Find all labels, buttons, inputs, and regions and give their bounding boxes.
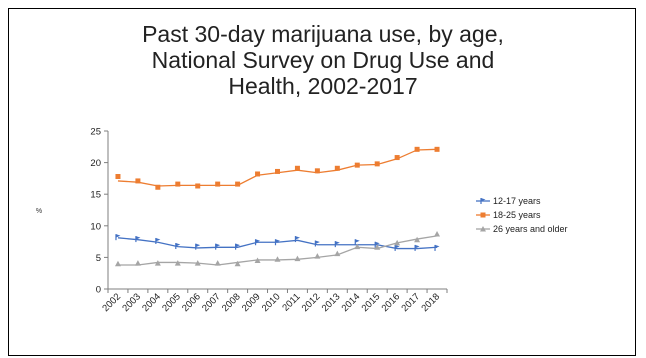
data-point-0	[295, 236, 300, 240]
data-point-1	[354, 162, 360, 168]
chart-title: Past 30-day marijuana use, by age, Natio…	[9, 21, 637, 99]
data-point-1	[135, 178, 141, 184]
data-point-2	[254, 257, 261, 264]
x-tick-label: 2017	[399, 291, 422, 314]
y-tick-label: 0	[96, 285, 101, 296]
data-point-2	[434, 231, 441, 237]
data-point-0	[155, 237, 161, 242]
data-point-2	[134, 260, 141, 266]
data-point-0	[255, 239, 261, 243]
x-tick-label: 2003	[120, 291, 143, 314]
legend-marker-0	[481, 198, 486, 202]
data-point-2	[294, 255, 301, 262]
data-point-0	[175, 243, 181, 247]
data-point-0	[235, 243, 241, 248]
data-point-2	[334, 250, 341, 257]
data-point-0	[315, 240, 320, 244]
x-tick-label: 2011	[280, 291, 302, 313]
data-point-0	[415, 244, 420, 249]
data-point-0	[435, 244, 440, 249]
data-point-1	[314, 168, 320, 174]
legend-label-2: 26 years and older	[493, 224, 568, 234]
data-point-2	[214, 260, 221, 266]
x-tick-label: 2005	[160, 291, 183, 314]
series-line-1	[117, 148, 438, 187]
x-tick-label: 2013	[320, 291, 343, 314]
x-tick-label: 2010	[260, 291, 283, 314]
y-axis-label: %	[36, 208, 42, 215]
legend-label-0: 12-17 years	[493, 196, 541, 206]
data-point-0	[195, 243, 201, 248]
data-point-2	[394, 239, 401, 246]
data-point-1	[374, 161, 380, 167]
data-point-2	[114, 260, 121, 267]
x-tick-label: 2015	[360, 291, 383, 314]
legend-marker-1	[480, 212, 486, 218]
data-point-1	[155, 184, 161, 190]
x-tick-label: 2016	[380, 291, 403, 314]
data-point-2	[374, 244, 381, 250]
data-point-2	[354, 243, 361, 250]
data-point-2	[174, 260, 181, 266]
y-tick-label: 25	[90, 127, 101, 138]
data-point-0	[375, 241, 380, 246]
x-tick-label: 2018	[419, 291, 442, 314]
data-point-1	[175, 181, 181, 187]
x-tick-label: 2012	[300, 291, 323, 314]
x-tick-label: 2002	[100, 291, 123, 314]
chart-title-line-2: National Survey on Drug Use and	[151, 47, 495, 73]
legend-label-1: 18-25 years	[493, 210, 541, 220]
line-chart: 0510152025200220032004200520062007200820…	[36, 127, 568, 315]
data-point-2	[234, 260, 241, 267]
data-point-1	[235, 181, 241, 187]
chart-title-line-3: Health, 2002-2017	[228, 73, 418, 99]
data-point-1	[215, 181, 221, 187]
legend-marker-2	[480, 226, 486, 232]
data-point-2	[194, 260, 201, 266]
data-point-0	[355, 239, 360, 243]
x-tick-label: 2009	[240, 291, 263, 314]
data-point-1	[334, 165, 340, 171]
data-point-0	[115, 234, 121, 238]
data-point-2	[414, 236, 421, 243]
data-point-2	[274, 256, 281, 262]
data-point-1	[294, 165, 300, 171]
x-tick-label: 2007	[200, 291, 223, 314]
x-tick-label: 2004	[140, 291, 163, 314]
data-point-1	[414, 146, 420, 152]
data-point-0	[275, 239, 280, 243]
data-point-1	[195, 183, 201, 189]
x-tick-label: 2008	[220, 291, 243, 314]
series-line-0	[117, 237, 438, 250]
y-tick-label: 15	[90, 190, 101, 201]
data-point-0	[135, 236, 141, 240]
x-tick-label: 2014	[340, 291, 363, 314]
data-point-0	[335, 241, 340, 245]
data-point-0	[395, 244, 400, 249]
y-tick-label: 10	[90, 221, 101, 232]
data-point-0	[215, 243, 221, 248]
chart-title-line-1: Past 30-day marijuana use, by age,	[142, 21, 504, 47]
data-point-1	[434, 146, 440, 152]
data-point-2	[314, 253, 321, 259]
data-point-2	[154, 260, 161, 266]
x-tick-label: 2006	[180, 291, 203, 314]
y-tick-label: 5	[96, 253, 101, 264]
data-point-1	[275, 168, 280, 174]
data-point-1	[394, 155, 400, 161]
slide-frame: Past 30-day marijuana use, by age, Natio…	[8, 8, 636, 356]
data-point-1	[115, 174, 121, 180]
y-tick-label: 20	[90, 158, 101, 169]
data-point-1	[255, 171, 261, 177]
